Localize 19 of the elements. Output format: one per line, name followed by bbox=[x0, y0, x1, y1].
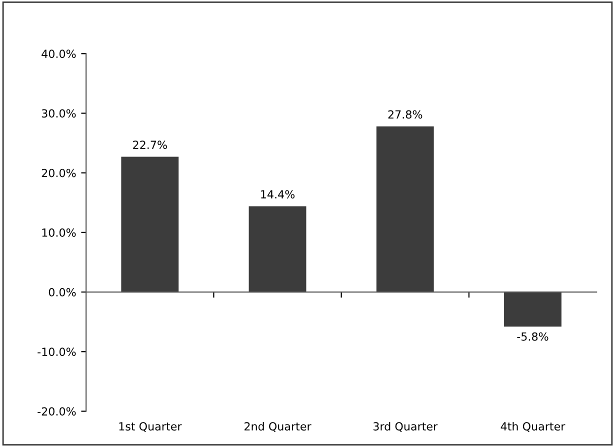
data-label: 22.7% bbox=[133, 140, 167, 150]
x-tick-label: 1st Quarter bbox=[119, 422, 182, 432]
data-label: 14.4% bbox=[261, 190, 295, 199]
y-tick-label: 20.0% bbox=[42, 168, 76, 178]
y-tick-label: -10.0% bbox=[38, 348, 76, 356]
bar bbox=[504, 292, 562, 327]
y-tick-label: -20.0% bbox=[38, 407, 76, 416]
y-tick-label: 0.0% bbox=[48, 288, 76, 296]
x-tick-label: 2nd Quarter bbox=[244, 422, 312, 432]
x-tick-label: 4th Quarter bbox=[500, 422, 566, 432]
x-tick-label: 3rd Quarter bbox=[374, 422, 438, 432]
bar bbox=[248, 206, 306, 292]
bar bbox=[121, 156, 179, 292]
data-label: -5.8% bbox=[517, 332, 548, 341]
data-label: 27.8% bbox=[388, 110, 422, 119]
y-tick-label: 40.0% bbox=[42, 50, 76, 58]
y-tick-label: 30.0% bbox=[42, 109, 76, 118]
bar bbox=[376, 126, 434, 292]
y-tick-label: 10.0% bbox=[42, 228, 76, 237]
